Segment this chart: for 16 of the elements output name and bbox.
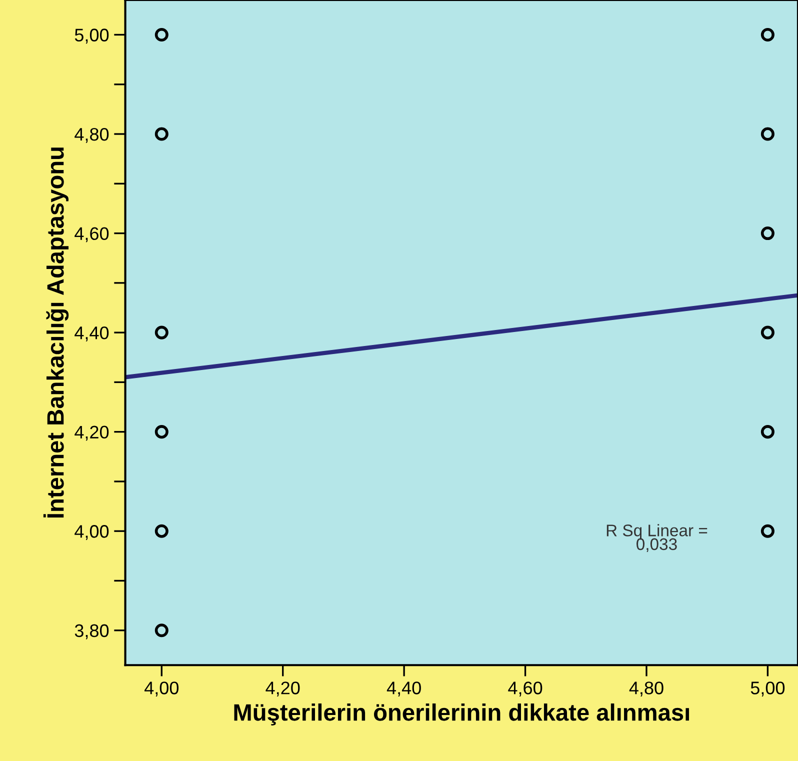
y-tick-label: 4,80 [74, 128, 109, 143]
y-tick-label: 4,40 [74, 326, 109, 342]
y-tick-label: 4,00 [74, 525, 109, 540]
y-tick-label: 4,20 [74, 426, 109, 441]
x-tick-label: 5,00 [750, 682, 785, 696]
y-tick-label: 3,80 [74, 624, 109, 640]
x-tick-label: 4,40 [386, 682, 421, 696]
x-tick-label: 4,60 [508, 682, 542, 696]
y-tick-label: 4,60 [74, 227, 109, 242]
x-tick-label: 4,80 [629, 682, 664, 696]
x-tick-label: 4,20 [266, 682, 300, 696]
y-tick-label: 5,00 [74, 28, 109, 44]
annotation: R Sq Linear = 0,033 [606, 524, 708, 552]
x-tick-label: 4,00 [144, 682, 179, 696]
y-axis-title: İnternet Bankacılığı Adaptasyonu [43, 148, 69, 518]
x-axis-title: Müşterilerin önerilerinin dikkate alınması [234, 703, 689, 726]
